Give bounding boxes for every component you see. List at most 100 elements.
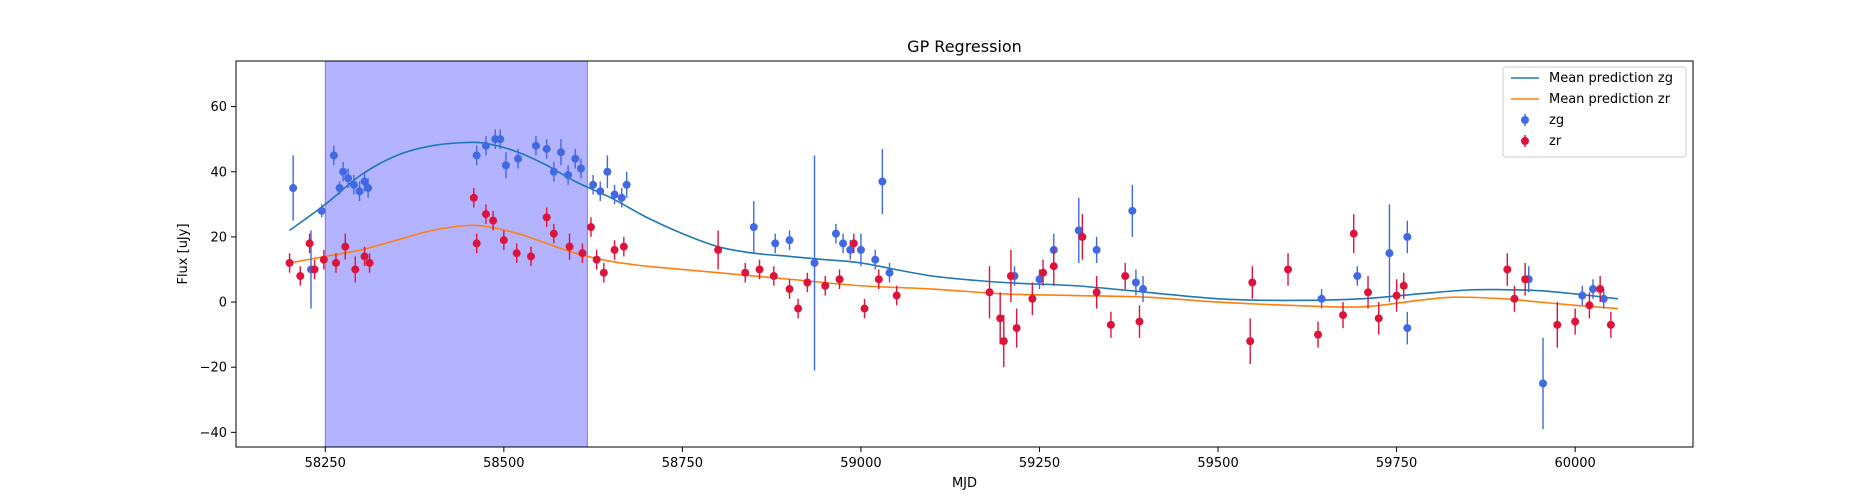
point-zr — [803, 272, 812, 293]
marker-zg — [1539, 379, 1548, 388]
point-zg — [556, 139, 565, 166]
point-zg — [564, 165, 573, 185]
point-zr — [319, 249, 328, 270]
marker-zr — [1106, 320, 1115, 329]
y-tick-label: 20 — [210, 230, 227, 245]
point-zg — [1092, 236, 1101, 263]
marker-zr — [305, 239, 314, 248]
point-zr — [1135, 305, 1144, 338]
point-zg — [878, 148, 887, 215]
point-zr — [1049, 246, 1058, 286]
marker-zr — [1284, 265, 1293, 274]
marker-zr — [794, 304, 803, 313]
point-zr — [1092, 275, 1101, 309]
marker-zr — [1012, 324, 1021, 333]
point-zg — [339, 161, 348, 182]
axes-layer: 58250 58500 58750 59000 59250 59500 59750 60000… — [200, 100, 1596, 471]
marker-zr — [1585, 301, 1594, 310]
marker-zr — [526, 252, 535, 261]
legend-label-zg-line: Mean prediction zg — [1549, 71, 1673, 86]
x-tick-label: 59500 — [1197, 456, 1238, 471]
marker-zg — [856, 245, 865, 254]
point-zg — [1578, 285, 1587, 306]
point-zg — [1074, 197, 1083, 263]
x-tick-label: 59750 — [1376, 456, 1417, 471]
point-zg — [542, 139, 551, 159]
point-zr — [892, 285, 901, 306]
point-zr — [599, 262, 608, 283]
point-zg — [364, 178, 373, 198]
point-zr — [1392, 279, 1401, 312]
point-zg — [344, 168, 353, 189]
legend-box — [1502, 66, 1687, 158]
point-zr — [331, 253, 340, 273]
y-tick-label: 60 — [210, 100, 227, 115]
point-zg — [576, 158, 585, 179]
marker-zg — [610, 190, 619, 199]
marker-zg — [603, 167, 612, 176]
y-tick-label: 40 — [210, 165, 227, 180]
point-zr — [1606, 311, 1615, 338]
marker-zg — [339, 167, 348, 176]
point-zr — [549, 223, 558, 244]
point-zg — [1317, 289, 1326, 309]
marker-zr — [874, 275, 883, 284]
marker-zg — [846, 245, 855, 254]
marker-zr — [1364, 288, 1373, 297]
point-zr — [610, 240, 619, 260]
point-zg — [839, 233, 848, 254]
marker-zr — [1339, 311, 1348, 320]
marker-zg — [364, 184, 373, 193]
point-zg — [514, 148, 523, 169]
y-tick-label: −20 — [200, 361, 227, 376]
marker-zg — [496, 135, 505, 144]
marker-zr — [1503, 265, 1512, 274]
marker-zr — [755, 265, 764, 274]
marker-zr — [1510, 294, 1519, 303]
point-zr — [592, 249, 601, 270]
marker-zr — [319, 255, 328, 264]
point-zr — [999, 315, 1008, 368]
marker-zr — [331, 258, 340, 267]
y-tick-label: −40 — [200, 426, 227, 441]
marker-zg — [1578, 291, 1587, 300]
marker-zr — [365, 258, 374, 267]
point-zr — [1314, 321, 1323, 348]
x-tick-label: 58250 — [305, 456, 346, 471]
point-zg — [1539, 337, 1548, 430]
marker-zr — [999, 337, 1008, 346]
marker-zg — [810, 258, 819, 267]
marker-zg — [542, 144, 551, 153]
marker-zg — [1131, 278, 1140, 287]
marker-zr — [996, 314, 1005, 323]
point-zr — [305, 233, 314, 254]
point-zg — [810, 155, 819, 371]
point-zr — [526, 246, 535, 267]
point-zr — [1399, 272, 1408, 299]
marker-zg — [344, 174, 353, 183]
point-zg — [1403, 311, 1412, 345]
marker-zr — [512, 249, 521, 258]
point-zr — [296, 266, 305, 286]
marker-zr — [714, 245, 723, 254]
marker-zg — [1128, 206, 1137, 215]
marker-zr — [296, 271, 305, 280]
marker-zr — [586, 223, 595, 232]
marker-zr — [1092, 288, 1101, 297]
marker-zr — [1392, 291, 1401, 300]
point-zg — [571, 148, 580, 169]
x-tick-label: 59250 — [1019, 456, 1060, 471]
marker-zg — [749, 223, 758, 232]
legend: Mean prediction zg Mean prediction zr zg… — [1502, 66, 1687, 158]
marker-zr — [542, 213, 551, 222]
marker-zg — [289, 184, 298, 193]
point-zr — [874, 269, 883, 290]
point-zg — [1128, 184, 1137, 237]
marker-zg — [1599, 294, 1608, 303]
marker-zr — [360, 252, 369, 261]
point-zr — [860, 298, 869, 319]
marker-zr — [1596, 285, 1605, 294]
marker-zg — [1035, 275, 1044, 284]
point-zg — [349, 175, 358, 195]
